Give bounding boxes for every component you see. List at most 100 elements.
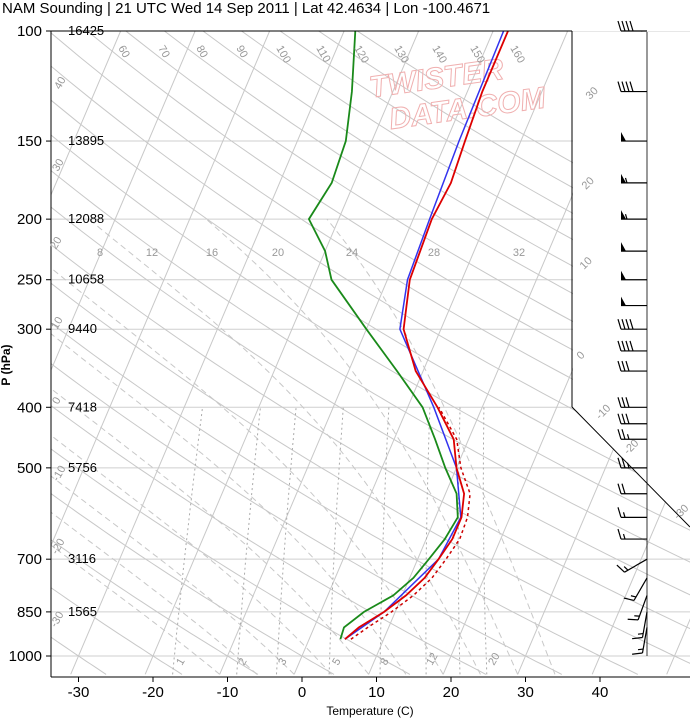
barb-full bbox=[625, 81, 630, 92]
wind-barb bbox=[617, 413, 647, 425]
pressure-tick-label: 150 bbox=[17, 133, 42, 150]
barb-half bbox=[622, 512, 626, 518]
barb-full bbox=[617, 483, 622, 494]
dry-adiabat-line bbox=[51, 539, 259, 675]
isotherm-left-label: 0 bbox=[50, 395, 63, 406]
dry-adiabat-line bbox=[51, 282, 690, 664]
mixing-ratio-line bbox=[172, 407, 203, 675]
dewpoint-profile bbox=[307, 31, 459, 640]
pressure-tick-label: 250 bbox=[17, 272, 42, 289]
parcel-profile bbox=[344, 31, 505, 640]
barb-half bbox=[626, 434, 630, 440]
x-axis-label: Temperature (C) bbox=[326, 704, 413, 718]
barb-full bbox=[629, 20, 634, 32]
dry-adiabat-line bbox=[51, 448, 411, 675]
barb-flag bbox=[621, 210, 626, 220]
barb-full bbox=[623, 597, 635, 602]
moist-adiabat-line bbox=[205, 218, 519, 675]
mixing-ratio-line bbox=[482, 407, 488, 675]
temp-tick-label: 0 bbox=[298, 684, 306, 701]
isotherm-top-label: 70 bbox=[155, 44, 172, 61]
barb-full bbox=[617, 360, 622, 372]
height-label: 12088 bbox=[68, 211, 104, 226]
pressure-tick-label: 1000 bbox=[9, 648, 42, 665]
barb-full bbox=[621, 457, 626, 469]
moist-adiabat-line bbox=[51, 475, 295, 675]
wind-barb bbox=[621, 132, 647, 142]
adiabat-bottom-label: 5 bbox=[330, 656, 343, 667]
dry-adiabat-line bbox=[51, 99, 690, 500]
isotherm-left-label: 10 bbox=[49, 315, 66, 332]
pressure-tick-label: 850 bbox=[17, 604, 42, 621]
pressure-tick-label: 300 bbox=[17, 321, 42, 338]
height-label: 10658 bbox=[68, 272, 104, 287]
watermark: TWISTER DATA.COM bbox=[367, 52, 549, 136]
barb-shaft bbox=[633, 577, 648, 601]
barb-half bbox=[622, 533, 626, 540]
wind-barb bbox=[616, 558, 648, 573]
mixing-ratio-line bbox=[425, 407, 431, 675]
isotherm-line bbox=[70, 31, 345, 675]
height-label: 7418 bbox=[68, 399, 97, 414]
barb-half bbox=[637, 632, 644, 635]
mixing-ratio-line bbox=[328, 407, 344, 675]
height-label: 13895 bbox=[68, 133, 104, 148]
wind-barb bbox=[632, 611, 648, 640]
moist-adiabat-line bbox=[51, 267, 444, 675]
frame-diagonal bbox=[571, 406, 690, 528]
pressure-tick-label: 500 bbox=[17, 460, 42, 477]
moist-adiabat-line bbox=[88, 218, 481, 675]
temp-tick-label: 10 bbox=[368, 684, 385, 701]
wind-barb bbox=[621, 210, 647, 220]
adiabat-bottom-label: 12 bbox=[424, 651, 441, 668]
wind-barb bbox=[621, 242, 647, 252]
wind-barb bbox=[617, 397, 647, 408]
barb-full bbox=[621, 319, 626, 330]
wind-barb bbox=[617, 429, 647, 440]
profiles bbox=[307, 31, 509, 640]
wind-barb bbox=[627, 595, 648, 621]
isotherm-left-label: 30 bbox=[50, 157, 67, 174]
wind-barb bbox=[621, 173, 647, 184]
barb-full bbox=[621, 413, 626, 424]
barb-shaft bbox=[641, 627, 648, 654]
barb-full bbox=[625, 340, 630, 352]
barb-full bbox=[625, 360, 630, 372]
wind-barb bbox=[617, 340, 647, 352]
isotherm-left-label: 20 bbox=[48, 235, 65, 252]
mixing-ratio-line bbox=[276, 407, 297, 675]
barb-half bbox=[623, 566, 629, 571]
isotherm-line bbox=[293, 31, 569, 675]
height-label: 16425 bbox=[68, 23, 104, 38]
dry-adiabat-line bbox=[51, 32, 690, 440]
isotherm-line bbox=[144, 31, 420, 675]
isotherm-top-label: 90 bbox=[233, 44, 250, 61]
pressure-tick-label: 400 bbox=[17, 399, 42, 416]
mixing-ratio-label: 32 bbox=[513, 247, 525, 259]
barb-full bbox=[632, 636, 643, 640]
barb-full bbox=[617, 413, 622, 424]
barb-full bbox=[617, 429, 622, 440]
barb-full bbox=[625, 20, 630, 32]
barb-full bbox=[617, 81, 622, 92]
barb-full bbox=[625, 413, 630, 424]
isotherm-line bbox=[51, 31, 122, 197]
mixing-ratio-label: 16 bbox=[206, 247, 218, 259]
mixing-ratio-line bbox=[379, 407, 390, 675]
barb-flag bbox=[621, 242, 626, 252]
barb-full bbox=[617, 507, 622, 518]
isotherm-left-label: -10 bbox=[50, 464, 68, 484]
moist-adiabat-line bbox=[51, 333, 407, 675]
wind-barb bbox=[617, 319, 647, 330]
isotherm-line bbox=[51, 31, 196, 372]
barb-shaft bbox=[641, 611, 648, 638]
virtual-temperature-profile bbox=[350, 406, 471, 640]
barb-full bbox=[629, 340, 634, 352]
pressure-tick-label: 700 bbox=[17, 551, 42, 568]
barb-half bbox=[624, 213, 628, 220]
barb-full bbox=[625, 319, 630, 330]
height-label: 1565 bbox=[68, 604, 97, 619]
wind-barb bbox=[632, 627, 648, 655]
dry-adiabat-line bbox=[51, 134, 690, 531]
